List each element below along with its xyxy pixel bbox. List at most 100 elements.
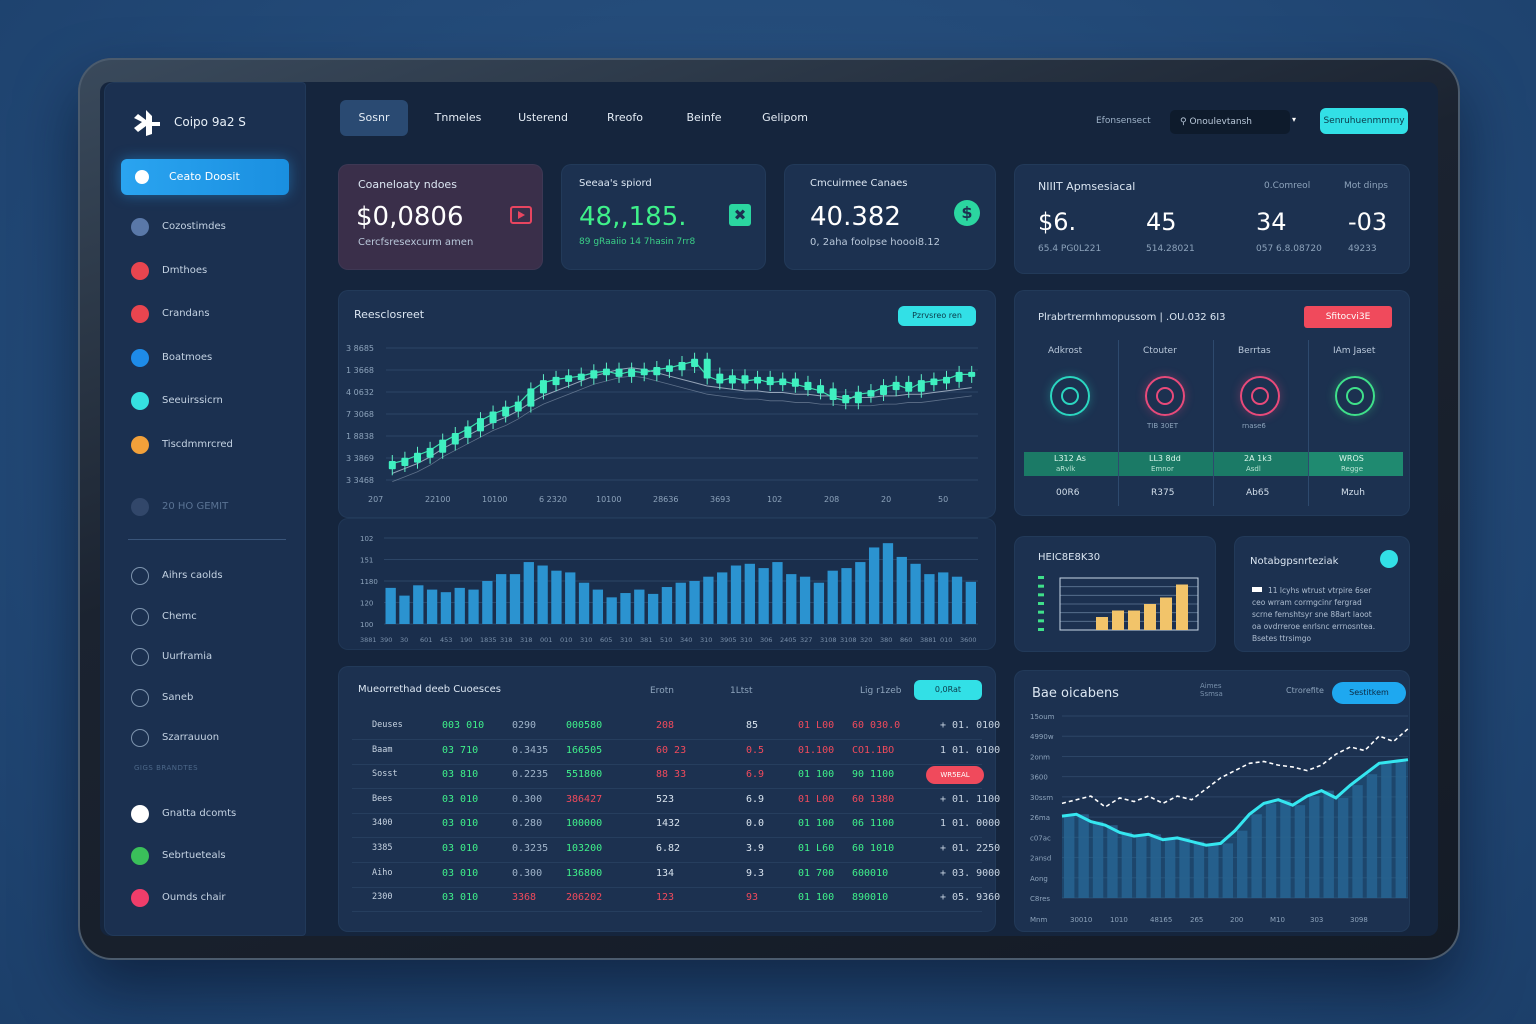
candle-body	[829, 388, 837, 400]
tab-2[interactable]: Usterend	[518, 111, 568, 124]
metrics-col-label: Mot dinps	[1344, 181, 1388, 191]
tick-mark	[1038, 576, 1044, 579]
search-icon: ⚲	[1180, 117, 1187, 127]
sidebar-item[interactable]: Uurframia	[128, 647, 298, 669]
metric-value: $6.	[1038, 208, 1077, 236]
x-tick-label: 208	[824, 495, 839, 504]
candle-body	[867, 390, 875, 397]
target-ring-icon[interactable]	[1145, 376, 1185, 416]
area-bar	[1251, 814, 1262, 898]
dollar-coin-icon[interactable]: $	[954, 200, 980, 226]
volume-bar	[938, 572, 949, 624]
candle-body	[514, 401, 522, 412]
chevron-down-icon[interactable]: ▾	[1292, 115, 1297, 124]
action-button[interactable]: Senruhuenmmrny	[1320, 108, 1408, 134]
table-cell: 3385	[372, 843, 393, 853]
y-tick-label: 100	[360, 621, 373, 629]
ring-foot: Mzuh	[1341, 488, 1365, 498]
sidebar-item[interactable]: Boatmoes	[128, 348, 298, 370]
tab-4[interactable]: Beinfe	[686, 111, 722, 124]
sidebar-item[interactable]: Seeuirssicrn	[128, 391, 298, 413]
table-cell: 100000	[566, 818, 603, 830]
sidebar-item[interactable]: Chemc	[128, 607, 298, 629]
x-box-icon[interactable]: ✖	[729, 204, 751, 226]
volume-bar	[647, 593, 659, 624]
table-row[interactable]: 2300 03 010 3368 206202 123 93 01 100 890010 + 0…	[352, 890, 1000, 913]
tab-0[interactable]: Sosnr	[340, 100, 408, 136]
search-input[interactable]: ⚲ Onoulevtansh	[1170, 110, 1290, 134]
tab-1[interactable]: Tnmeles	[434, 111, 482, 124]
y-tick-label: 30ssm	[1030, 794, 1053, 802]
metric-value: 45	[1146, 208, 1177, 236]
status-badge[interactable]: WR5EAL	[926, 766, 984, 785]
table-row[interactable]: Bees 03 010 0.300 386427 523 6.9 01 L00 60 1380…	[352, 792, 1000, 814]
volume-bar	[689, 581, 700, 624]
table-cell: 103200	[566, 843, 603, 854]
volume-bar	[882, 543, 894, 624]
table-row[interactable]: 3385 03 010 0.3235 103200 6.82 3.9 01 L60 60 10…	[352, 841, 1000, 863]
table-cell: 136800	[566, 867, 603, 879]
table-cell: + 05. 9360	[940, 892, 1001, 904]
sidebar-item-active[interactable]: Ceato Doosit	[121, 159, 289, 195]
sidebar-item[interactable]: Oumds chair	[128, 888, 298, 910]
volume-bar	[772, 562, 783, 624]
area-chart[interactable]: 15oum 4990w 2onm 3600 30ssm 26ma c07ac 2ansd Aon…	[1014, 670, 1410, 932]
x-tick-label: M10	[1270, 916, 1285, 924]
stat-card-1[interactable]: Coaneloaty ndoes $0,0806 Cercfsresexcurm…	[338, 164, 543, 270]
x-tick-label: 190	[460, 636, 472, 644]
x-tick-label: 310	[700, 636, 712, 644]
x-tick-label: 320	[860, 636, 872, 644]
sidebar-item[interactable]: Tiscdmmrcred	[128, 435, 298, 457]
volume-bar	[951, 576, 963, 624]
metric-value: -03	[1348, 208, 1388, 236]
sidebar-item-label: Oumds chair	[162, 892, 226, 903]
sidebar-item[interactable]: Cozostimdes	[128, 217, 298, 239]
area-chart-panel: Bae oicabens Aimes Ssmsa Ctrorefite Sest…	[1014, 670, 1410, 932]
tab-3[interactable]: Rreofo	[606, 111, 644, 124]
sidebar-item[interactable]: Gnatta dcomts	[128, 804, 298, 826]
x-tick-label: 860	[900, 636, 912, 644]
table-row[interactable]: Baam 03 710 0.3435 166505 60 23 0.5 01.100 CO1.…	[352, 743, 1000, 765]
sidebar-item[interactable]: Sebrtueteals	[128, 846, 298, 868]
stat-card-2[interactable]: Seeaa's spiord 48,,185. 89 gRaaiio 14 7h…	[561, 164, 766, 270]
y-tick-label: 7 3068	[346, 410, 374, 419]
tab-5[interactable]: Gelipom	[762, 111, 808, 124]
x-tick-label: 22100	[425, 495, 450, 504]
x-tick-label: 390	[380, 636, 392, 644]
ring-band	[1024, 452, 1118, 476]
moving-average-line	[392, 367, 972, 474]
orders-tag-button[interactable]: 0,0Rat	[914, 680, 982, 700]
candlestick-chart[interactable]: 3 8685 1 3668 4 0632 7 3068 1 8838 3 3869 3 34…	[338, 290, 996, 518]
circle-outline-icon	[131, 729, 149, 747]
table-row[interactable]: Deuses 003 010 0290 000580 208 85 01 L00 60 030…	[352, 718, 1000, 740]
y-tick-label: 3 8685	[346, 344, 374, 353]
sidebar-section[interactable]: 20 HO GEMIT	[128, 497, 298, 519]
bolt-ring-icon[interactable]	[1240, 376, 1280, 416]
table-cell: 03 810	[442, 769, 479, 781]
sidebar-item-label: Boatmoes	[162, 351, 213, 363]
area-bar	[1121, 832, 1133, 898]
area-button[interactable]: Sestitkem	[1332, 682, 1406, 704]
indicator-button[interactable]: Sfitocvi3E	[1304, 306, 1392, 328]
sidebar-item[interactable]: Crandans	[128, 304, 298, 326]
table-row[interactable]: Sosst 03 810 0.2235 551800 88 33 6.9 01 100 90 …	[352, 766, 984, 790]
x-tick-label: 3600	[960, 636, 977, 644]
sidebar-item[interactable]: Dmthoes	[128, 261, 298, 283]
stat-card-3[interactable]: Cmcuirmee Canaes 40.382 0, 2aha foolpse …	[784, 164, 996, 270]
link-ring-icon[interactable]	[1050, 376, 1090, 416]
play-icon[interactable]	[510, 206, 532, 224]
orders-table-panel: Mueorrethad deeb Cuoesces Erotn 1Ltst Li…	[338, 666, 1000, 932]
table-row[interactable]: 3400 03 010 0.280 100000 1432 0.0 01 100 06 110…	[352, 816, 1000, 839]
mini-bar-chart	[1038, 576, 1199, 631]
table-row[interactable]: Aiho 03 010 0.300 136800 134 9.3 01 700 600010 +…	[352, 866, 1000, 888]
chart-filter-button[interactable]: Pzrvsreo ren	[898, 306, 976, 326]
sidebar-item[interactable]: Saneb	[128, 688, 298, 710]
compass-ring-icon[interactable]	[1335, 376, 1375, 416]
y-tick-label: 1 3668	[346, 366, 374, 375]
candle-body	[527, 388, 535, 407]
sidebar-item[interactable]: Szarrauuon	[128, 728, 298, 750]
mini-bar	[1096, 617, 1108, 630]
x-tick-label: 001	[540, 636, 552, 644]
sidebar-item[interactable]: Aihrs caolds	[128, 566, 298, 588]
